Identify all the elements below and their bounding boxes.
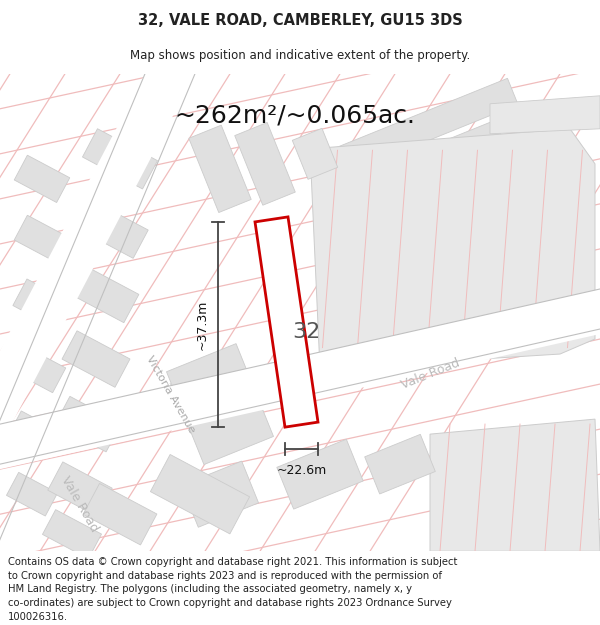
Polygon shape <box>10 346 66 392</box>
Text: ~22.6m: ~22.6m <box>277 464 326 477</box>
Polygon shape <box>48 462 112 516</box>
Text: 100026316.: 100026316. <box>8 612 68 622</box>
Polygon shape <box>83 484 157 545</box>
Text: Contains OS data © Crown copyright and database right 2021. This information is : Contains OS data © Crown copyright and d… <box>8 557 457 567</box>
Polygon shape <box>310 129 595 369</box>
Polygon shape <box>322 213 478 301</box>
Polygon shape <box>235 122 295 205</box>
Text: 32, VALE ROAD, CAMBERLEY, GU15 3DS: 32, VALE ROAD, CAMBERLEY, GU15 3DS <box>137 13 463 28</box>
Text: ~262m²/~0.065ac.: ~262m²/~0.065ac. <box>175 104 415 127</box>
Polygon shape <box>365 434 436 494</box>
Polygon shape <box>181 461 259 528</box>
Polygon shape <box>0 289 600 469</box>
Polygon shape <box>255 217 318 427</box>
Polygon shape <box>43 509 101 559</box>
Polygon shape <box>8 411 62 458</box>
Polygon shape <box>323 165 493 259</box>
Polygon shape <box>323 120 506 218</box>
Polygon shape <box>76 199 148 258</box>
Polygon shape <box>322 78 518 179</box>
Polygon shape <box>0 74 195 551</box>
Polygon shape <box>292 128 338 179</box>
Text: HM Land Registry. The polygons (including the associated geometry, namely x, y: HM Land Registry. The polygons (includin… <box>8 584 412 594</box>
Polygon shape <box>69 265 139 322</box>
Text: Victoria Avenue: Victoria Avenue <box>144 354 196 434</box>
Polygon shape <box>189 125 251 212</box>
Polygon shape <box>55 396 121 452</box>
Text: 32: 32 <box>292 322 320 342</box>
Polygon shape <box>490 96 600 134</box>
Text: co-ordinates) are subject to Crown copyright and database rights 2023 Ordnance S: co-ordinates) are subject to Crown copyr… <box>8 598 452 608</box>
Text: ~37.3m: ~37.3m <box>196 299 209 350</box>
Polygon shape <box>14 215 70 262</box>
Polygon shape <box>277 439 363 509</box>
Polygon shape <box>430 419 600 551</box>
Polygon shape <box>167 344 274 464</box>
Polygon shape <box>82 129 158 189</box>
Text: to Crown copyright and database rights 2023 and is reproduced with the permissio: to Crown copyright and database rights 2… <box>8 571 442 581</box>
Polygon shape <box>7 472 58 516</box>
Text: Vale Road: Vale Road <box>59 474 101 534</box>
Polygon shape <box>62 331 130 388</box>
Polygon shape <box>151 454 250 534</box>
Text: Map shows position and indicative extent of the property.: Map shows position and indicative extent… <box>130 49 470 62</box>
Polygon shape <box>13 279 71 329</box>
Text: Vale Road: Vale Road <box>399 356 461 392</box>
Polygon shape <box>14 155 70 202</box>
